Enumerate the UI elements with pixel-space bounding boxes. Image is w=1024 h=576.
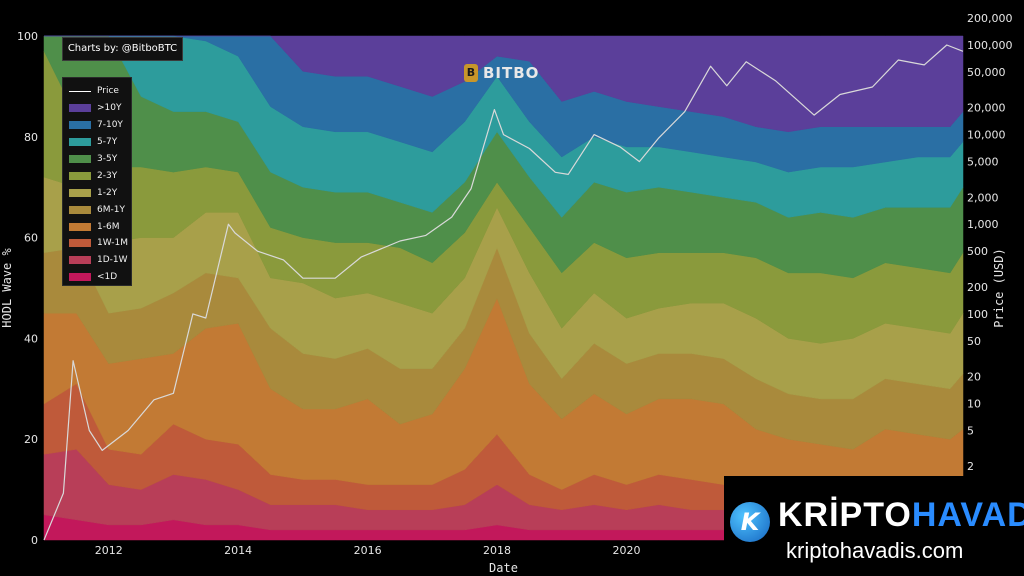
chart-credit: Charts by: @BitboBTC bbox=[62, 37, 183, 61]
legend-swatch bbox=[69, 256, 91, 265]
legend-label: 5-7Y bbox=[97, 137, 118, 148]
legend-item: 5-7Y bbox=[69, 134, 131, 151]
legend-label: 2-3Y bbox=[97, 170, 118, 181]
x-tick-label: 2012 bbox=[95, 544, 123, 557]
legend-item: 6M-1Y bbox=[69, 201, 131, 218]
legend-swatch bbox=[69, 171, 91, 180]
y-right-tick-label: 200 bbox=[967, 281, 988, 294]
areas-layer bbox=[43, 35, 964, 541]
y-right-tick-label: 10,000 bbox=[967, 129, 1006, 142]
bitbo-watermark: B BITBO bbox=[464, 62, 539, 84]
y-right-tick-label: 500 bbox=[967, 245, 988, 258]
legend-label: 1-2Y bbox=[97, 187, 118, 198]
y-left-tick-label: 20 bbox=[24, 433, 38, 446]
legend-item: <1D bbox=[69, 269, 131, 286]
chart-legend: Price >10Y 7-10Y 5-7Y 3-5Y 2-3Y 1-2Y 6M-1Y 1-6M 1… bbox=[62, 77, 132, 286]
legend-swatch bbox=[69, 121, 91, 130]
legend-item: 1-6M bbox=[69, 218, 131, 235]
legend-item: 1D-1W bbox=[69, 252, 131, 269]
legend-label: 3-5Y bbox=[97, 154, 118, 164]
legend-label: 6M-1Y bbox=[97, 204, 125, 215]
y-left-tick-label: 40 bbox=[24, 332, 38, 345]
legend-swatch bbox=[69, 222, 91, 231]
brand-name-part2: HAVADİS bbox=[911, 496, 1024, 534]
y-right-tick-label: 100 bbox=[967, 308, 988, 321]
legend-label: 1-6M bbox=[97, 221, 120, 232]
brand-url: kriptohavadis.com bbox=[786, 538, 964, 563]
y-right-tick-label: 20,000 bbox=[967, 102, 1006, 115]
x-axis-title: Date bbox=[489, 561, 518, 575]
y-right-tick-label: 200,000 bbox=[967, 12, 1013, 25]
y-left-tick-label: 100 bbox=[17, 30, 38, 43]
legend-swatch bbox=[69, 138, 91, 147]
y-left-axis-title: HODL Wave % bbox=[0, 247, 14, 327]
x-tick-label: 2016 bbox=[354, 544, 382, 557]
legend-item: 1-2Y bbox=[69, 184, 131, 201]
legend-swatch bbox=[69, 155, 91, 163]
y-right-axis-title: Price (USD) bbox=[992, 248, 1006, 327]
x-tick-label: 2014 bbox=[224, 544, 252, 557]
bitbo-watermark-text: BITBO bbox=[483, 64, 540, 82]
y-left-tick-label: 0 bbox=[31, 534, 38, 547]
legend-swatch bbox=[69, 104, 91, 113]
y-right-tick-label: 1,000 bbox=[967, 218, 999, 231]
legend-item: 1W-1M bbox=[69, 235, 131, 252]
y-right-tick-label: 10 bbox=[967, 398, 981, 411]
legend-swatch bbox=[69, 239, 91, 248]
legend-swatch bbox=[69, 188, 91, 197]
y-right-tick-label: 50,000 bbox=[967, 66, 1006, 79]
y-right-tick-label: 2,000 bbox=[967, 191, 999, 204]
area-10y bbox=[44, 35, 964, 133]
legend-swatch bbox=[69, 205, 91, 214]
price-layer bbox=[43, 44, 964, 541]
price-line bbox=[43, 44, 964, 541]
legend-swatch bbox=[69, 273, 91, 282]
legend-item: 2-3Y bbox=[69, 167, 131, 184]
y-right-tick-label: 50 bbox=[967, 335, 981, 348]
legend-label: 7-10Y bbox=[97, 120, 123, 131]
legend-label: Price bbox=[97, 86, 119, 97]
y-right-tick-label: 20 bbox=[967, 371, 981, 384]
y-left-tick-label: 60 bbox=[24, 232, 38, 245]
legend-item: 3-5Y bbox=[69, 151, 131, 168]
legend-swatch bbox=[69, 90, 91, 92]
legend-label: <1D bbox=[97, 272, 118, 283]
brand-name: KRİPTOHAVADİS bbox=[778, 496, 1024, 535]
legend-label: 1W-1M bbox=[97, 238, 128, 249]
x-tick-label: 2020 bbox=[612, 544, 640, 557]
y-right-tick-label: 100,000 bbox=[967, 39, 1013, 52]
axes-layer: 0 20 40 60 80 100 200,000 100,000 50,000 20,000 10… bbox=[0, 12, 1013, 575]
kriptohavadis-brand: K KRİPTOHAVADİS kriptohavadis.com bbox=[724, 476, 1024, 576]
legend-label: >10Y bbox=[97, 103, 122, 114]
legend-item: Price bbox=[69, 83, 131, 100]
legend-item: >10Y bbox=[69, 100, 131, 117]
kriptohavadis-logo-icon: K bbox=[730, 502, 770, 542]
legend-label: 1D-1W bbox=[97, 255, 128, 266]
brand-name-part1: KRİPTO bbox=[778, 496, 912, 534]
y-right-tick-label: 5,000 bbox=[967, 156, 999, 169]
legend-item: 7-10Y bbox=[69, 117, 131, 134]
x-tick-label: 2018 bbox=[483, 544, 511, 557]
y-left-tick-label: 80 bbox=[24, 131, 38, 144]
bitbo-logo-icon: B bbox=[464, 64, 478, 82]
y-right-tick-label: 2 bbox=[967, 460, 974, 473]
y-right-tick-label: 5 bbox=[967, 424, 974, 437]
